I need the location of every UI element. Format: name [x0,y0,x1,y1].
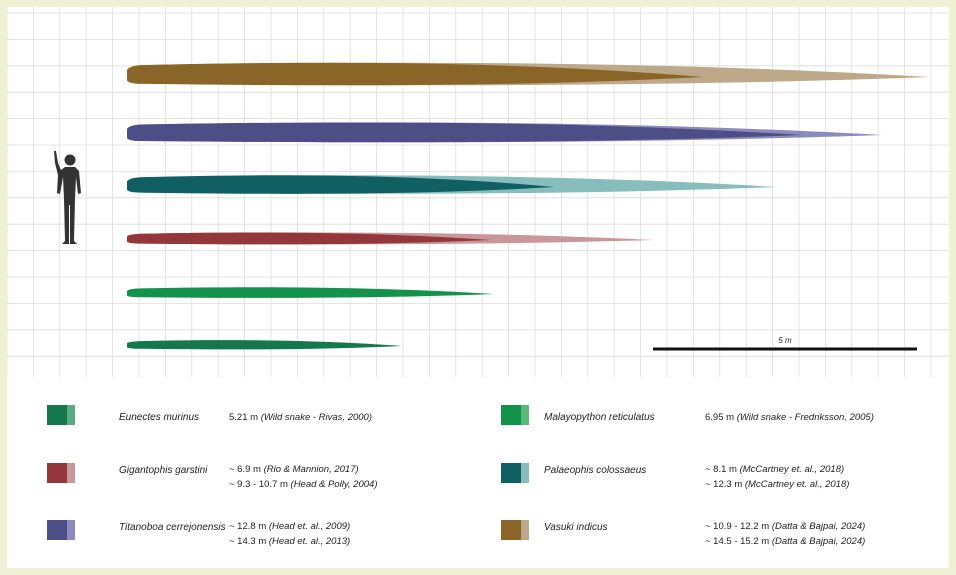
legend-swatch-light [67,405,75,425]
legend-estimates-malayopython: 6.95 m (Wild snake - Fredriksson, 2005) [705,410,874,425]
estimate-value: ~ 14.3 m [229,536,269,547]
snake-vasuki-min [127,62,703,86]
scale-bar: 5 m [653,336,917,351]
legend-swatch-light [521,463,529,483]
estimate-value: 6.95 m [705,412,737,423]
legend-estimates-vasuki: ~ 10.9 - 12.2 m (Datta & Bajpai, 2024) ~ … [705,519,865,549]
legend-species-vasuki: Vasuki indicus [544,522,608,533]
legend-swatch-dark [501,405,521,425]
legend-species-eunectes: Eunectes murinus [119,412,200,423]
estimate-source: (Datta & Bajpai, 2024) [771,521,866,532]
legend-estimates-titanoboa: ~ 12.8 m (Head et. al., 2009) ~ 14.3 m (H… [229,519,350,549]
legend-estimates-palaeophis: ~ 8.1 m (McCartney et. al., 2018) ~ 12.3 … [705,462,849,492]
snake-malayopython-min [127,287,494,298]
estimate-line: ~ 6.9 m (Rio & Mannion, 2017) [229,462,377,477]
estimate-value: ~ 12.8 m [229,521,269,532]
snake-eunectes-min [127,340,403,350]
estimate-line: ~ 14.5 - 15.2 m (Datta & Bajpai, 2024) [705,534,865,549]
legend-swatch-gigantophis [47,463,75,483]
snake-gigantophis-min [127,232,492,245]
estimate-line: 6.95 m (Wild snake - Fredriksson, 2005) [705,410,874,425]
estimate-source: (Datta & Bajpai, 2024) [771,536,866,547]
estimate-line: ~ 12.3 m (McCartney et. al., 2018) [705,477,849,492]
human-silhouette-icon [54,151,81,244]
legend-swatch-vasuki [501,520,529,540]
legend-species-malayopython: Malayopython reticulatus [544,412,655,423]
snake-titanoboa-min [127,122,803,143]
estimate-value: ~ 6.9 m [229,464,264,475]
legend-species-palaeophis: Palaeophis colossaeus [544,465,647,476]
scale-bar-label: 5 m [778,336,792,345]
legend-swatch-dark [47,520,67,540]
legend-swatch-dark [501,463,521,483]
estimate-source: (McCartney et. al., 2018) [739,464,845,475]
legend-swatch-palaeophis [501,463,529,483]
estimate-line: ~ 12.8 m (Head et. al., 2009) [229,519,350,534]
estimate-line: ~ 8.1 m (McCartney et. al., 2018) [705,462,849,477]
estimate-value: ~ 12.3 m [705,479,745,490]
legend-species-gigantophis: Gigantophis garstini [119,465,208,476]
estimate-line: ~ 9.3 - 10.7 m (Head & Polly, 2004) [229,477,377,492]
legend-swatch-dark [47,463,67,483]
estimate-source: (Head et. al., 2009) [268,521,351,532]
legend-estimates-eunectes: 5.21 m (Wild snake - Rivas, 2000) [229,410,372,425]
estimate-source: (Wild snake - Fredriksson, 2005) [736,412,874,423]
snake-size-diagram: 5 m [7,7,949,377]
estimate-value: ~ 8.1 m [705,464,740,475]
estimate-source: (Rio & Mannion, 2017) [263,464,359,475]
legend-swatch-light [67,463,75,483]
legend-swatch-eunectes [47,405,75,425]
legend-estimates-gigantophis: ~ 6.9 m (Rio & Mannion, 2017) ~ 9.3 - 10.… [229,462,377,492]
estimate-source: (Head & Polly, 2004) [290,479,378,490]
legend: Eunectes murinus 5.21 m (Wild snake - Riv… [7,7,949,568]
estimate-value: ~ 9.3 - 10.7 m [229,479,291,490]
figure-frame: 5 m Eunectes murinus 5.21 m (Wild snake -… [7,7,949,568]
legend-swatch-dark [501,520,521,540]
legend-swatch-light [67,520,75,540]
legend-swatch-dark [47,405,67,425]
estimate-value: 5.21 m [229,412,261,423]
estimate-source: (Head et. al., 2013) [268,536,351,547]
estimate-line: ~ 14.3 m (Head et. al., 2013) [229,534,350,549]
estimate-line: 5.21 m (Wild snake - Rivas, 2000) [229,410,372,425]
estimate-value: ~ 10.9 - 12.2 m [705,521,772,532]
snake-palaeophis-min [127,175,555,194]
estimate-source: (McCartney et. al., 2018) [744,479,850,490]
legend-species-titanoboa: Titanoboa cerrejonensis [119,522,226,533]
legend-swatch-titanoboa [47,520,75,540]
estimate-line: ~ 10.9 - 12.2 m (Datta & Bajpai, 2024) [705,519,865,534]
estimate-value: ~ 14.5 - 15.2 m [705,536,772,547]
legend-swatch-light [521,520,529,540]
legend-swatch-malayopython [501,405,529,425]
legend-swatch-light [521,405,529,425]
estimate-source: (Wild snake - Rivas, 2000) [260,412,373,423]
